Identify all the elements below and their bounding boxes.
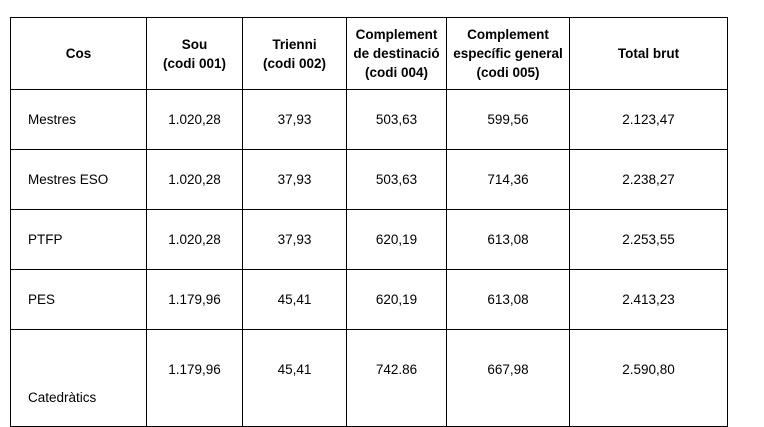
cell-value: 714,36	[446, 149, 570, 210]
cell-value: 599,56	[446, 89, 570, 150]
table-row: Mestres ESO 1.020,28 37,93 503,63 714,36 2.23…	[10, 149, 728, 210]
cell-value: 667,98	[446, 329, 570, 427]
row-label: Catedràtics	[10, 329, 147, 427]
column-header: Trienni (codi 002)	[242, 17, 347, 90]
cell-value: 503,63	[346, 89, 447, 150]
cell-value: 1.020,28	[146, 89, 243, 150]
column-header: Sou (codi 001)	[146, 17, 243, 90]
salary-table: Cos Sou (codi 001) Trienni (codi 002) Compl…	[10, 17, 728, 427]
cell-value: 37,93	[242, 89, 347, 150]
table-row: Catedràtics 1.179,96 45,41 742.86 667,98 2.59…	[10, 329, 728, 427]
cell-value: 620,19	[346, 209, 447, 270]
cell-value: 2.238,27	[569, 149, 728, 210]
cell-value: 613,08	[446, 269, 570, 330]
column-header: Complement específic general (codi 005)	[446, 17, 570, 90]
cell-value: 1.179,96	[146, 269, 243, 330]
row-label: Mestres	[10, 89, 147, 150]
cell-value: 37,93	[242, 209, 347, 270]
table-body: Mestres 1.020,28 37,93 503,63 599,56 2.123,47…	[10, 89, 728, 427]
row-label: PTFP	[10, 209, 147, 270]
page: Cos Sou (codi 001) Trienni (codi 002) Compl…	[10, 17, 728, 427]
row-label: Mestres ESO	[10, 149, 147, 210]
cell-value: 1.179,96	[146, 329, 243, 427]
cell-value: 503,63	[346, 149, 447, 210]
cell-value: 620,19	[346, 269, 447, 330]
cell-value: 2.123,47	[569, 89, 728, 150]
header-row: Cos Sou (codi 001) Trienni (codi 002) Compl…	[10, 17, 728, 90]
table-row: PES 1.179,96 45,41 620,19 613,08 2.413,23	[10, 269, 728, 330]
cell-value: 45,41	[242, 329, 347, 427]
cell-value: 45,41	[242, 269, 347, 330]
column-header: Total brut	[569, 17, 728, 90]
cell-value: 2.590,80	[569, 329, 728, 427]
table-row: Mestres 1.020,28 37,93 503,63 599,56 2.123,47	[10, 89, 728, 150]
row-label: PES	[10, 269, 147, 330]
cell-value: 1.020,28	[146, 209, 243, 270]
cell-value: 742.86	[346, 329, 447, 427]
column-header: Complement de destinació (codi 004)	[346, 17, 447, 90]
column-header: Cos	[10, 17, 147, 90]
cell-value: 37,93	[242, 149, 347, 210]
cell-value: 1.020,28	[146, 149, 243, 210]
table-row: PTFP 1.020,28 37,93 620,19 613,08 2.253,55	[10, 209, 728, 270]
cell-value: 613,08	[446, 209, 570, 270]
cell-value: 2.253,55	[569, 209, 728, 270]
cell-value: 2.413,23	[569, 269, 728, 330]
